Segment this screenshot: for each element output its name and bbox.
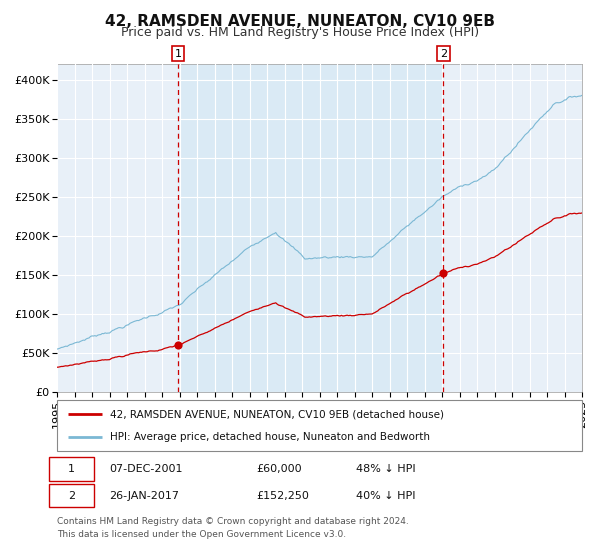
Text: 42, RAMSDEN AVENUE, NUNEATON, CV10 9EB (detached house): 42, RAMSDEN AVENUE, NUNEATON, CV10 9EB (… bbox=[110, 409, 443, 419]
Point bbox=[173, 340, 183, 349]
Text: 2: 2 bbox=[440, 49, 447, 58]
Text: This data is licensed under the Open Government Licence v3.0.: This data is licensed under the Open Gov… bbox=[57, 530, 346, 539]
FancyBboxPatch shape bbox=[57, 400, 582, 451]
Text: 48% ↓ HPI: 48% ↓ HPI bbox=[356, 464, 416, 474]
FancyBboxPatch shape bbox=[49, 484, 94, 507]
Text: 42, RAMSDEN AVENUE, NUNEATON, CV10 9EB: 42, RAMSDEN AVENUE, NUNEATON, CV10 9EB bbox=[105, 14, 495, 29]
FancyBboxPatch shape bbox=[49, 457, 94, 480]
Text: £152,250: £152,250 bbox=[257, 491, 310, 501]
Text: £60,000: £60,000 bbox=[257, 464, 302, 474]
Text: 1: 1 bbox=[175, 49, 182, 58]
Point bbox=[439, 269, 448, 278]
Text: 26-JAN-2017: 26-JAN-2017 bbox=[110, 491, 179, 501]
Text: 2: 2 bbox=[68, 491, 75, 501]
Text: HPI: Average price, detached house, Nuneaton and Bedworth: HPI: Average price, detached house, Nune… bbox=[110, 432, 430, 442]
Text: Contains HM Land Registry data © Crown copyright and database right 2024.: Contains HM Land Registry data © Crown c… bbox=[57, 517, 409, 526]
Text: 1: 1 bbox=[68, 464, 75, 474]
Text: Price paid vs. HM Land Registry's House Price Index (HPI): Price paid vs. HM Land Registry's House … bbox=[121, 26, 479, 39]
Text: 40% ↓ HPI: 40% ↓ HPI bbox=[356, 491, 416, 501]
Text: 07-DEC-2001: 07-DEC-2001 bbox=[110, 464, 183, 474]
